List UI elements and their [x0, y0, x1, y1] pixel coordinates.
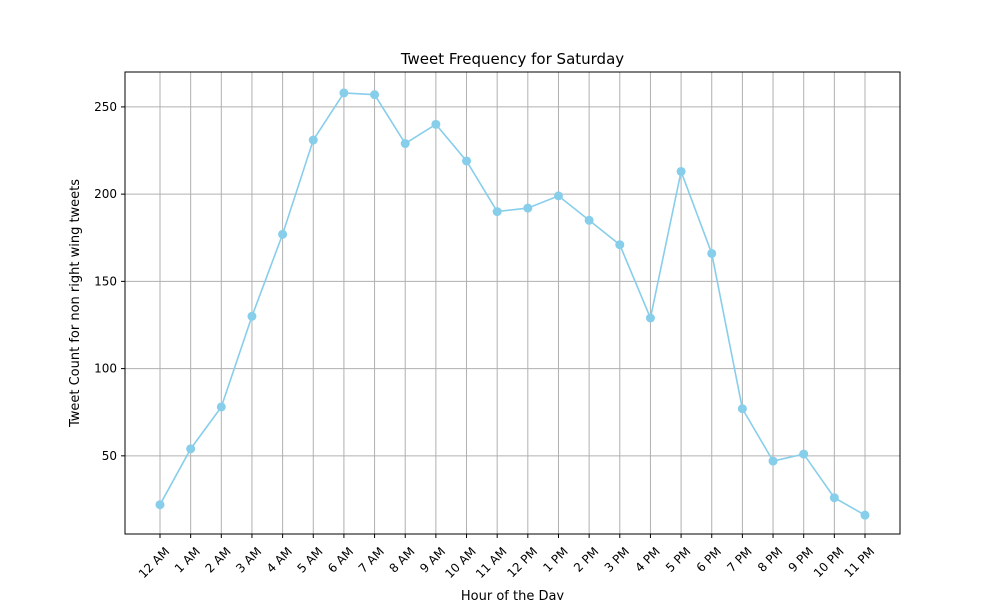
data-point: [339, 88, 349, 98]
y-tick-label: 100: [94, 362, 117, 376]
x-tick-label: 10 PM: [811, 544, 847, 580]
data-point: [768, 456, 778, 466]
data-point: [186, 444, 196, 454]
data-point: [799, 449, 809, 459]
x-tick-label: 6 PM: [694, 544, 724, 574]
data-point: [829, 493, 839, 503]
x-tick-label: 11 PM: [842, 544, 878, 580]
data-point: [860, 510, 870, 520]
x-tick-label: 2 PM: [571, 544, 601, 574]
axis-ticks: 12 AM 1 AM 2 AM 3 AM 4 AM 5 AM 6 AM 7 AM 8 AM 9 A…: [94, 100, 877, 581]
data-point: [247, 311, 257, 321]
plot-frame: [124, 71, 901, 535]
x-tick-label: 3 PM: [602, 544, 632, 574]
chart-title: Tweet Frequency for Saturday: [400, 50, 624, 68]
data-point: [370, 90, 380, 100]
x-tick-label: 1 AM: [172, 544, 203, 575]
data-point: [492, 207, 502, 217]
data-point: [216, 402, 226, 412]
x-tick-label: 8 PM: [755, 544, 785, 574]
x-tick-label: 12 PM: [504, 544, 540, 580]
x-tick-label: 11 AM: [473, 544, 510, 581]
data-point: [584, 215, 594, 225]
series-layer: [155, 88, 870, 520]
data-point: [462, 156, 472, 166]
x-axis-label: Hour of the Day: [461, 589, 565, 600]
x-tick-label: 3 AM: [233, 544, 264, 575]
data-point: [615, 240, 625, 250]
x-tick-label: 4 AM: [264, 544, 295, 575]
data-point: [155, 500, 165, 510]
x-tick-label: 1 PM: [540, 544, 570, 574]
data-point: [707, 248, 717, 258]
x-tick-label: 5 AM: [294, 544, 325, 575]
x-tick-label: 7 AM: [356, 544, 387, 575]
y-tick-label: 150: [94, 274, 117, 288]
grid: [125, 72, 900, 534]
data-point: [645, 313, 655, 323]
x-tick-label: 7 PM: [724, 544, 754, 574]
x-tick-label: 4 PM: [632, 544, 662, 574]
data-point: [431, 119, 441, 129]
y-axis-label: Tweet Count for non right wing tweets: [68, 179, 83, 428]
x-tick-label: 6 AM: [325, 544, 356, 575]
x-tick-label: 2 AM: [203, 544, 234, 575]
data-point: [278, 229, 288, 239]
y-tick-label: 50: [102, 449, 117, 463]
data-point: [400, 139, 410, 149]
data-point: [523, 203, 533, 213]
x-tick-label: 12 AM: [136, 544, 173, 581]
y-tick-label: 200: [94, 187, 117, 201]
x-tick-label: 10 AM: [442, 544, 479, 581]
data-point: [737, 404, 747, 414]
x-tick-label: 5 PM: [663, 544, 693, 574]
y-tick-label: 250: [94, 100, 117, 114]
x-tick-label: 8 AM: [386, 544, 417, 575]
data-point: [308, 135, 318, 145]
data-point: [676, 166, 686, 176]
series-line: [159, 92, 866, 516]
data-point: [553, 191, 563, 201]
